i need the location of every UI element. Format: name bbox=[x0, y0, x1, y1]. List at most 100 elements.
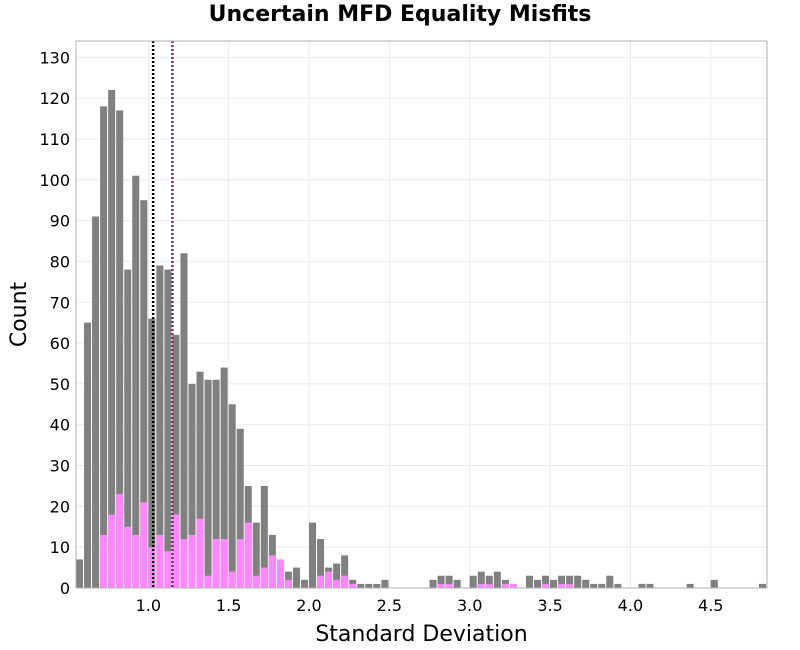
chart-title: Uncertain MFD Equality Misfits bbox=[208, 2, 592, 27]
reference-lines bbox=[151, 41, 174, 588]
bar-total bbox=[76, 559, 84, 588]
y-tick-label: 130 bbox=[39, 48, 70, 67]
bar-highlight bbox=[204, 575, 212, 588]
bar-highlight bbox=[260, 567, 268, 588]
bar-highlight bbox=[156, 534, 164, 588]
bar-total bbox=[333, 563, 341, 588]
bar-total bbox=[429, 579, 437, 588]
x-tick-label: 3.0 bbox=[457, 596, 482, 615]
bar-total bbox=[140, 200, 148, 589]
bar-total bbox=[228, 404, 236, 588]
bar-total bbox=[252, 522, 260, 588]
bar-highlight bbox=[477, 583, 485, 588]
x-tick-label: 3.5 bbox=[537, 596, 562, 615]
bar-total bbox=[124, 269, 132, 588]
bar-total bbox=[606, 575, 614, 588]
bar-highlight bbox=[220, 539, 228, 588]
bar-highlight bbox=[108, 514, 116, 588]
bar-highlight bbox=[188, 534, 196, 588]
bar-total bbox=[300, 579, 309, 588]
bar-highlight bbox=[148, 547, 156, 588]
bar-total bbox=[204, 379, 212, 588]
bar-total bbox=[614, 583, 622, 588]
bar-highlight bbox=[445, 583, 453, 588]
bar-highlight bbox=[485, 583, 493, 588]
bar-total bbox=[525, 575, 533, 588]
y-axis-title: Count bbox=[7, 281, 32, 347]
bar-total bbox=[180, 253, 188, 588]
bar-total bbox=[212, 379, 220, 588]
y-tick-label: 30 bbox=[50, 457, 70, 476]
plot-frame bbox=[75, 40, 768, 589]
tick-labels: 0 10 20 30 40 50 60 70 80 90 100 110 120 130 1.0 1.5 2.0… bbox=[39, 48, 723, 615]
bar-total bbox=[196, 371, 204, 588]
bar-total bbox=[317, 539, 325, 588]
x-tick-label: 1.5 bbox=[216, 596, 241, 615]
bar-total bbox=[485, 575, 493, 588]
y-tick-label: 120 bbox=[39, 89, 70, 108]
bar-total bbox=[172, 334, 180, 588]
y-tick-label: 100 bbox=[39, 171, 70, 190]
x-tick-label: 4.0 bbox=[618, 596, 643, 615]
bar-total bbox=[638, 583, 646, 588]
bar-total bbox=[357, 583, 365, 588]
bar-highlight bbox=[341, 575, 349, 588]
y-tick-label: 20 bbox=[50, 497, 70, 516]
x-tick-label: 2.0 bbox=[296, 596, 321, 615]
bar-highlight bbox=[132, 534, 140, 588]
bar-total bbox=[686, 583, 694, 588]
bar-total bbox=[477, 571, 485, 588]
x-axis-title: Standard Deviation bbox=[315, 622, 527, 647]
bar-total bbox=[566, 575, 574, 588]
bar-highlight bbox=[566, 583, 574, 588]
bar-highlight bbox=[276, 559, 284, 588]
bar-total bbox=[533, 579, 542, 588]
y-tick-label: 110 bbox=[39, 130, 70, 149]
bar-total bbox=[148, 318, 156, 588]
y-tick-label: 10 bbox=[50, 538, 70, 557]
y-tick-label: 80 bbox=[50, 252, 70, 271]
bar-highlight bbox=[236, 539, 244, 588]
bar-total bbox=[598, 583, 606, 588]
bar-highlight bbox=[509, 583, 517, 588]
bar-total bbox=[582, 579, 590, 588]
bars bbox=[76, 89, 766, 589]
bar-highlight bbox=[325, 571, 333, 588]
bar-total bbox=[381, 579, 389, 588]
bar-total bbox=[558, 575, 566, 588]
bar-highlight bbox=[268, 555, 276, 588]
bar-highlight bbox=[140, 502, 148, 588]
bar-highlight bbox=[244, 522, 252, 588]
bar-highlight bbox=[228, 571, 236, 588]
bar-total bbox=[156, 265, 164, 588]
bar-highlight bbox=[558, 583, 566, 588]
bar-highlight bbox=[212, 539, 220, 588]
bar-total bbox=[164, 269, 172, 588]
bar-total bbox=[292, 567, 300, 588]
bar-total bbox=[437, 575, 445, 588]
bar-total bbox=[188, 383, 196, 588]
bar-total bbox=[758, 583, 766, 588]
bar-total bbox=[132, 175, 140, 588]
bar-highlight bbox=[124, 526, 132, 588]
bar-total bbox=[493, 571, 501, 588]
bar-total bbox=[445, 575, 453, 588]
y-tick-label: 70 bbox=[50, 293, 70, 312]
grid bbox=[76, 41, 767, 589]
bar-total bbox=[341, 555, 349, 588]
bar-highlight bbox=[116, 494, 124, 588]
bar-highlight bbox=[333, 579, 341, 588]
y-tick-label: 50 bbox=[50, 375, 70, 394]
bar-total bbox=[116, 110, 124, 589]
bar-total bbox=[646, 583, 654, 588]
bar-total bbox=[550, 579, 558, 588]
bar-highlight bbox=[180, 539, 188, 588]
bar-highlight bbox=[501, 583, 509, 588]
bar-total bbox=[220, 367, 228, 588]
bar-total bbox=[236, 428, 244, 588]
bar-total bbox=[84, 322, 92, 588]
bar-total bbox=[92, 216, 100, 588]
x-tick-label: 2.5 bbox=[377, 596, 402, 615]
y-tick-label: 0 bbox=[60, 579, 70, 598]
bar-total bbox=[453, 579, 461, 588]
